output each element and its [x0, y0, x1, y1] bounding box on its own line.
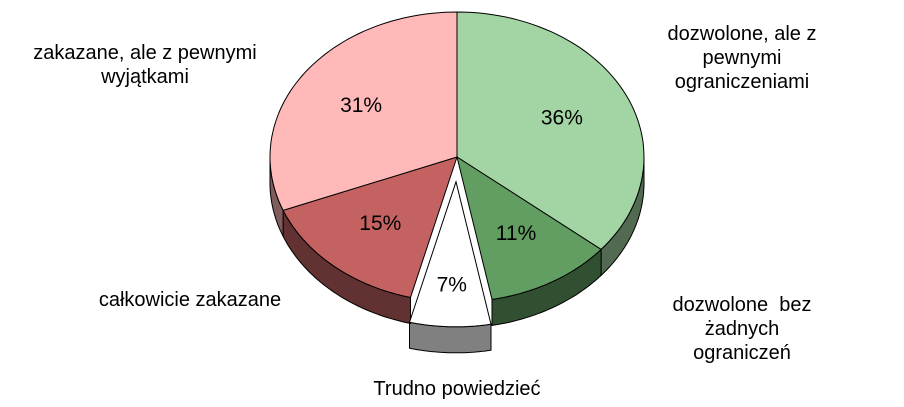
- value-label: 15%: [359, 212, 401, 235]
- category-label: całkowicie zakazane: [98, 289, 282, 311]
- value-label: 7%: [437, 274, 467, 297]
- value-label: 11%: [496, 222, 536, 245]
- slice: [408, 179, 492, 328]
- category-label: dozwolone bez żadnych ograniczeń: [672, 294, 812, 364]
- slice: [282, 156, 458, 298]
- tops: [269, 11, 645, 328]
- value-label: 36%: [541, 106, 583, 129]
- category-label: zakazane, ale z pewnymi wyjątkami: [33, 42, 257, 88]
- slice: [456, 155, 602, 300]
- sides: [269, 157, 645, 354]
- slice: [269, 11, 458, 212]
- category-label: Trudno powiedzieć: [373, 378, 541, 400]
- category-label: dozwolone, ale z pewnymi ograniczeniami: [667, 23, 817, 93]
- slice: [456, 11, 645, 251]
- value-label: 31%: [340, 94, 382, 117]
